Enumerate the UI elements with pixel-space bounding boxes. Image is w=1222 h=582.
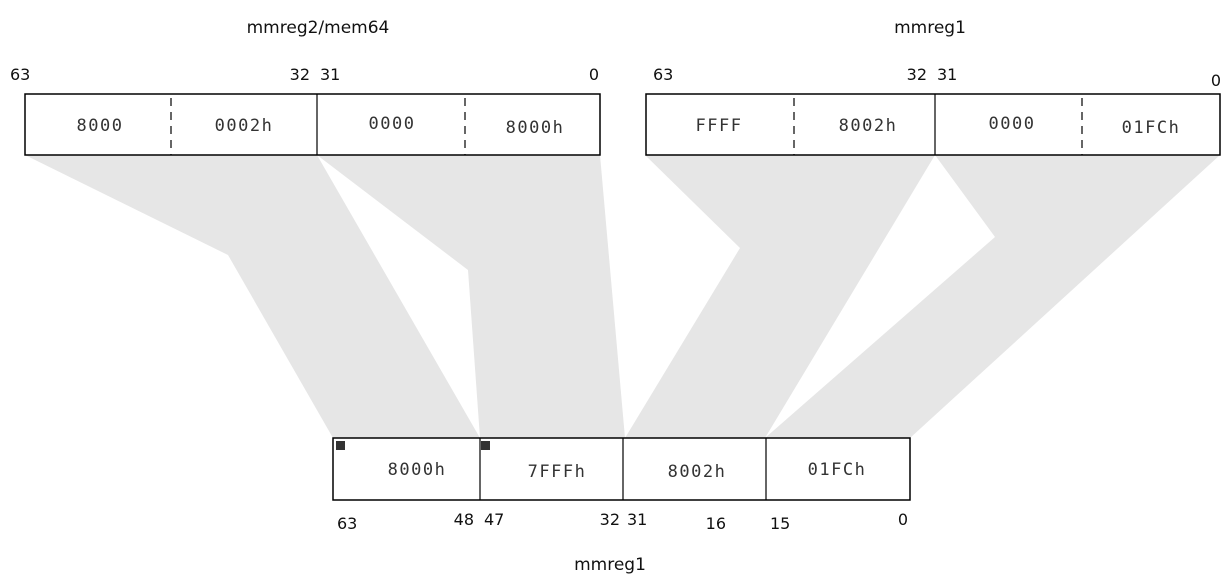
result-register: 8000h 7FFFh 8002h 01FCh 63 48 47 32 31 1…: [332, 437, 911, 533]
register-box: [332, 437, 911, 501]
register-box: [645, 93, 1221, 156]
register-box: [24, 93, 601, 156]
source-left-title: mmreg2/mem64: [247, 18, 390, 38]
source-right-title: mmreg1: [894, 18, 966, 38]
bit-label: 32: [907, 65, 927, 84]
bit-label: 16: [706, 514, 726, 533]
bit-label: 63: [10, 65, 30, 84]
band-left-high: [25, 155, 480, 438]
mapping-bands: [25, 155, 1220, 438]
result-title: mmreg1: [574, 555, 646, 575]
bit-label: 0: [589, 65, 599, 84]
field-value: 8000: [77, 116, 124, 136]
bit-label: 31: [320, 65, 340, 84]
field-value: 0000: [989, 114, 1036, 134]
bit-label: 0: [1211, 71, 1221, 90]
field-value: 0000: [369, 114, 416, 134]
field-value: 01FCh: [1122, 118, 1181, 138]
band-right-low: [765, 155, 1220, 438]
bit-label: 15: [770, 514, 790, 533]
field-value: 0002h: [215, 116, 274, 136]
bit-label: 47: [484, 510, 504, 529]
saturation-marker: [336, 441, 345, 450]
bit-label: 63: [337, 514, 357, 533]
field-value: 8000h: [506, 118, 565, 138]
field-value: 7FFFh: [528, 462, 587, 482]
bit-label: 32: [290, 65, 310, 84]
source-right-register: 63 32 31 0 FFFF 8002h 0000 01FCh: [645, 65, 1221, 156]
bit-label: 48: [454, 510, 474, 529]
bit-label: 63: [653, 65, 673, 84]
field-value: FFFF: [696, 116, 743, 136]
bit-label: 31: [937, 65, 957, 84]
field-value: 8002h: [668, 462, 727, 482]
bit-label: 0: [898, 510, 908, 529]
field-value: 01FCh: [808, 460, 867, 480]
field-value: 8000h: [388, 460, 447, 480]
field-value: 8002h: [839, 116, 898, 136]
bit-label: 32: [600, 510, 620, 529]
saturation-marker: [481, 441, 490, 450]
source-left-register: 63 32 31 0 8000 0002h 0000 8000h: [10, 65, 601, 156]
band-left-low: [317, 155, 625, 438]
band-right-high: [625, 155, 935, 438]
bit-label: 31: [627, 510, 647, 529]
